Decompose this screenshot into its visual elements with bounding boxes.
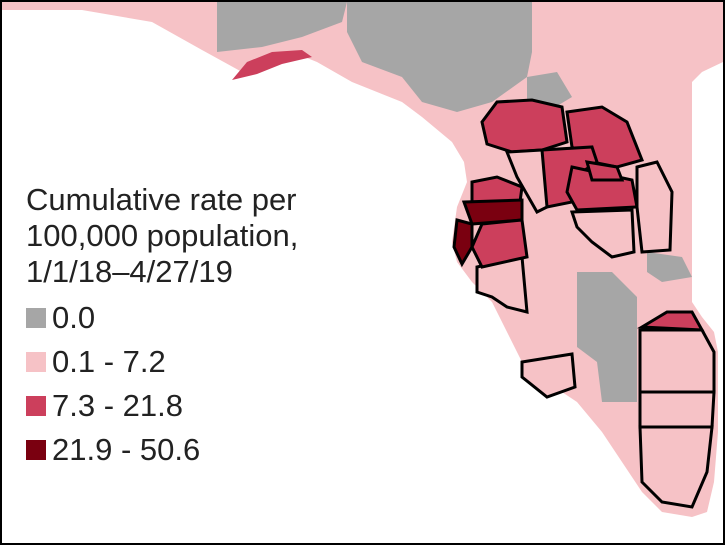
legend-label: 7.3 - 21.8 — [52, 388, 183, 423]
county-low — [638, 390, 716, 429]
county-low — [569, 208, 636, 259]
legend-swatch — [26, 396, 46, 416]
county-zero — [347, 2, 532, 112]
county-mid — [470, 218, 529, 269]
county-low — [638, 328, 716, 394]
legend-label: 0.1 - 7.2 — [52, 344, 166, 379]
county-zero — [647, 252, 692, 282]
legend-swatch — [26, 308, 46, 328]
legend-title-line: 100,000 population, — [26, 218, 299, 253]
legend-label: 21.9 - 50.6 — [52, 432, 201, 467]
county-zero — [217, 2, 347, 52]
legend-swatch — [26, 352, 46, 372]
map-legend: Cumulative rate per 100,000 population, … — [26, 182, 298, 472]
county-zero — [282, 2, 292, 12]
county-mid — [470, 175, 524, 204]
county-high — [452, 218, 474, 268]
gulf-water — [2, 22, 723, 543]
county-low — [520, 352, 577, 399]
legend-item: 0.1 - 7.2 — [26, 340, 298, 384]
legend-title-line: 1/1/18–4/27/19 — [26, 254, 233, 289]
county-low — [504, 148, 549, 214]
county-low — [638, 425, 714, 509]
county-mid — [232, 50, 312, 80]
legend-title-line: Cumulative rate per — [26, 182, 297, 217]
legend-item: 21.9 - 50.6 — [26, 428, 298, 472]
legend-swatch — [26, 440, 46, 460]
legend-title: Cumulative rate per 100,000 population, … — [26, 182, 298, 290]
legend-label: 0.0 — [52, 300, 96, 335]
county-low — [635, 160, 674, 254]
legend-item: 7.3 - 21.8 — [26, 384, 298, 428]
legend-item: 0.0 — [26, 296, 298, 340]
county-zero — [577, 272, 637, 402]
county-mid — [480, 98, 569, 154]
county-mid — [584, 160, 625, 182]
